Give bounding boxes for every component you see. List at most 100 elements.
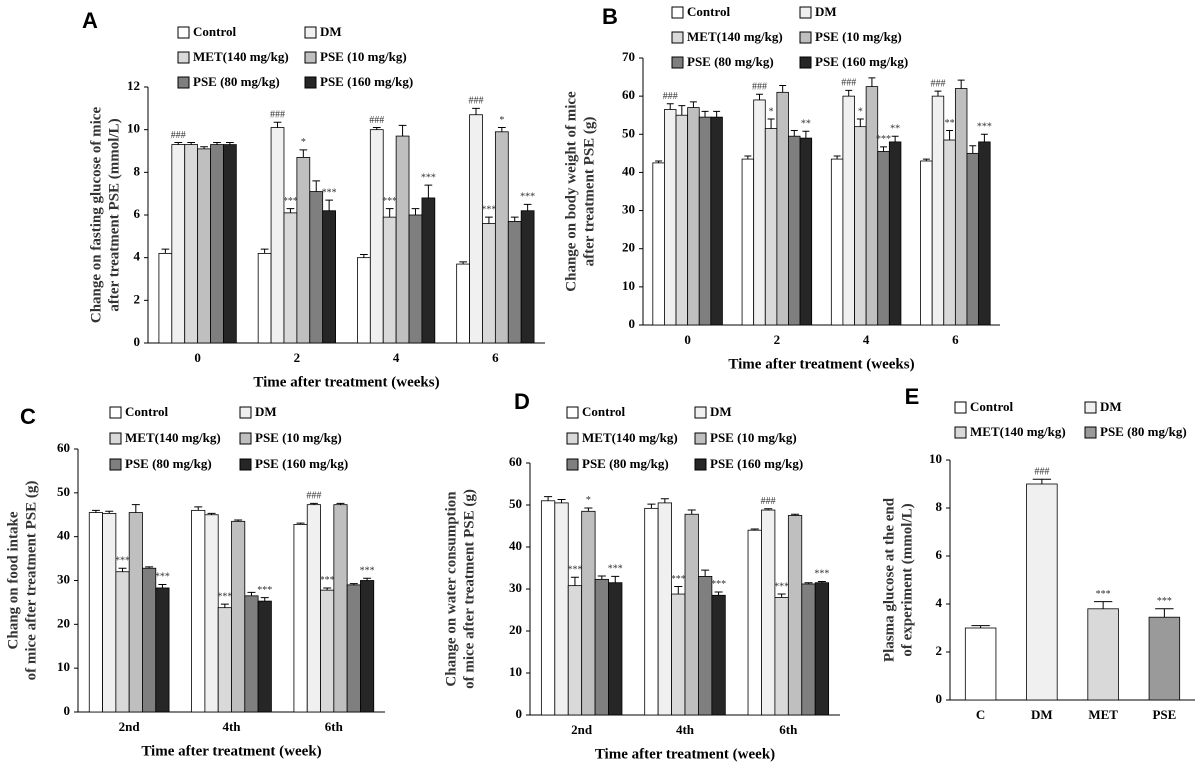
panel-label: D bbox=[514, 389, 530, 414]
error-bar bbox=[131, 504, 140, 513]
bar bbox=[684, 513, 699, 716]
panel-label: A bbox=[82, 8, 98, 33]
error-bar bbox=[523, 203, 532, 211]
bar bbox=[482, 223, 496, 344]
bar bbox=[814, 582, 830, 716]
significance-mark: ### bbox=[270, 109, 285, 120]
legend-label: Control bbox=[687, 4, 730, 19]
y-tick-label: 8 bbox=[936, 499, 943, 514]
significance-mark: *** bbox=[814, 569, 829, 580]
legend-label: Control bbox=[125, 404, 168, 419]
significance-mark: *** bbox=[217, 591, 232, 602]
y-tick-label: 10 bbox=[127, 121, 140, 136]
bar bbox=[540, 500, 556, 716]
bar bbox=[197, 148, 211, 344]
bar bbox=[644, 507, 659, 716]
x-tick-label: 6th bbox=[779, 722, 798, 737]
x-tick-label: 6 bbox=[492, 350, 499, 365]
legend-label: PSE (160 mg/kg) bbox=[255, 456, 348, 471]
error-bar bbox=[194, 506, 203, 511]
significance-mark: *** bbox=[155, 572, 170, 583]
error-bar bbox=[299, 149, 308, 158]
significance-mark: ### bbox=[369, 115, 384, 126]
error-bar bbox=[689, 101, 697, 108]
y-tick-label: 2 bbox=[134, 291, 141, 306]
legend-label: MET(140 mg/kg) bbox=[687, 29, 783, 44]
legend-label: PSE (160 mg/kg) bbox=[320, 74, 413, 89]
error-bar bbox=[701, 110, 709, 118]
y-tick-label: 20 bbox=[57, 615, 70, 630]
legend-label: Control bbox=[582, 404, 625, 419]
error-bar bbox=[767, 118, 775, 129]
error-bar bbox=[544, 496, 553, 501]
legend-label: Control bbox=[970, 399, 1013, 414]
error-bar bbox=[655, 160, 663, 163]
y-tick-label: 2 bbox=[936, 643, 943, 658]
legend-swatch bbox=[177, 76, 190, 89]
bar bbox=[520, 210, 535, 344]
panel: D 0 10 20 30 40 50 60 Change on water consumptio… bbox=[443, 389, 840, 762]
x-tick-label: 6 bbox=[952, 332, 959, 347]
error-bar bbox=[398, 124, 407, 137]
x-tick-label: 4th bbox=[676, 722, 695, 737]
bar bbox=[581, 510, 596, 716]
bar bbox=[854, 126, 867, 326]
y-tick-label: 30 bbox=[57, 571, 70, 586]
error-bar bbox=[411, 208, 420, 215]
x-tick-label: 2nd bbox=[119, 719, 141, 734]
error-bar bbox=[755, 93, 763, 100]
legend-swatch bbox=[239, 458, 252, 471]
error-bar bbox=[804, 582, 813, 584]
error-bar bbox=[611, 575, 620, 583]
bar bbox=[978, 141, 991, 326]
error-bar bbox=[105, 510, 114, 514]
bar bbox=[115, 571, 130, 713]
y-tick-label: 30 bbox=[509, 580, 522, 595]
error-bar bbox=[296, 522, 305, 525]
significance-mark: *** bbox=[421, 172, 436, 183]
error-bar bbox=[459, 261, 467, 265]
error-bar bbox=[260, 597, 269, 602]
legend-label: PSE (80 mg/kg) bbox=[687, 54, 774, 69]
legend-label: PSE (10 mg/kg) bbox=[255, 430, 342, 445]
y-tick-label: 4 bbox=[936, 595, 943, 610]
significance-mark: ** bbox=[890, 123, 900, 134]
legend-swatch bbox=[239, 432, 252, 445]
error-bar bbox=[714, 591, 723, 596]
significance-mark: ** bbox=[945, 118, 955, 129]
error-bar bbox=[833, 155, 841, 160]
x-axis-label: Time after treatment (week) bbox=[141, 743, 321, 759]
error-bar bbox=[309, 502, 318, 505]
y-tick-label: 40 bbox=[57, 528, 70, 543]
panel: E 0 2 4 6 8 10 Plasma glucose at the end of expe… bbox=[881, 384, 1195, 722]
legend-label: DM bbox=[1100, 399, 1122, 414]
legend-label: PSE (80 mg/kg) bbox=[1100, 424, 1187, 439]
error-bar bbox=[118, 567, 127, 572]
significance-mark: *** bbox=[608, 564, 623, 575]
legend-label: PSE (160 mg/kg) bbox=[710, 456, 803, 471]
bar bbox=[764, 128, 778, 326]
significance-mark: *** bbox=[360, 566, 375, 577]
bar bbox=[711, 594, 726, 716]
bar bbox=[594, 578, 609, 716]
bar bbox=[774, 597, 789, 716]
error-bar bbox=[273, 121, 282, 128]
legend-label: DM bbox=[710, 404, 732, 419]
legend-swatch bbox=[954, 401, 967, 414]
bar bbox=[346, 584, 361, 713]
bar bbox=[360, 580, 375, 713]
error-bar bbox=[325, 199, 334, 211]
error-bar bbox=[674, 585, 683, 595]
error-bar bbox=[570, 576, 579, 586]
error-bar bbox=[969, 145, 977, 154]
error-bar bbox=[868, 77, 876, 87]
error-bar bbox=[980, 133, 988, 142]
bar bbox=[507, 220, 522, 344]
bar bbox=[687, 107, 700, 326]
bar bbox=[964, 627, 997, 701]
y-tick-label: 0 bbox=[134, 334, 141, 349]
x-tick-label: 0 bbox=[684, 332, 691, 347]
bar bbox=[296, 156, 311, 344]
significance-mark: *** bbox=[1157, 596, 1172, 607]
error-bar bbox=[779, 84, 787, 93]
